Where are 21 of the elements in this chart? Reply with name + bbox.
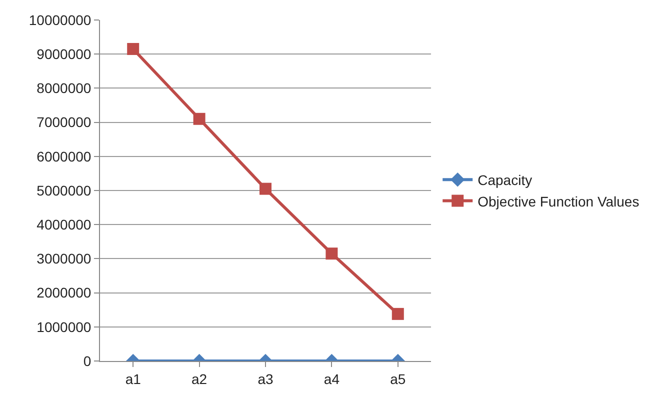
x-tick-label: a3 xyxy=(258,370,274,387)
legend-label: Capacity xyxy=(478,172,532,188)
point xyxy=(260,182,272,195)
legend-label: Objective Function Values xyxy=(478,193,640,210)
x-tick-label: a5 xyxy=(390,370,406,387)
y-tick-label: 6000000 xyxy=(36,148,92,164)
y-tick-label: 7000000 xyxy=(36,114,92,130)
y-tick-label: 9000000 xyxy=(36,46,92,62)
y-tick-label: 2000000 xyxy=(36,284,92,301)
point xyxy=(193,112,206,125)
y-tick-label: 3000000 xyxy=(36,250,92,267)
point xyxy=(127,42,140,55)
y-tick-label: 4000000 xyxy=(36,216,92,232)
y-tick-label: 8000000 xyxy=(36,80,92,96)
y-tick-label: 10000000 xyxy=(28,12,92,28)
x-tick-label: a4 xyxy=(324,370,340,387)
x-tick-label: a2 xyxy=(192,370,208,387)
x-tick-label: a1 xyxy=(125,370,142,387)
y-tick-label: 0 xyxy=(83,352,92,369)
y-tick-label: 5000000 xyxy=(36,182,92,198)
y-tick-label: 1000000 xyxy=(36,318,92,335)
